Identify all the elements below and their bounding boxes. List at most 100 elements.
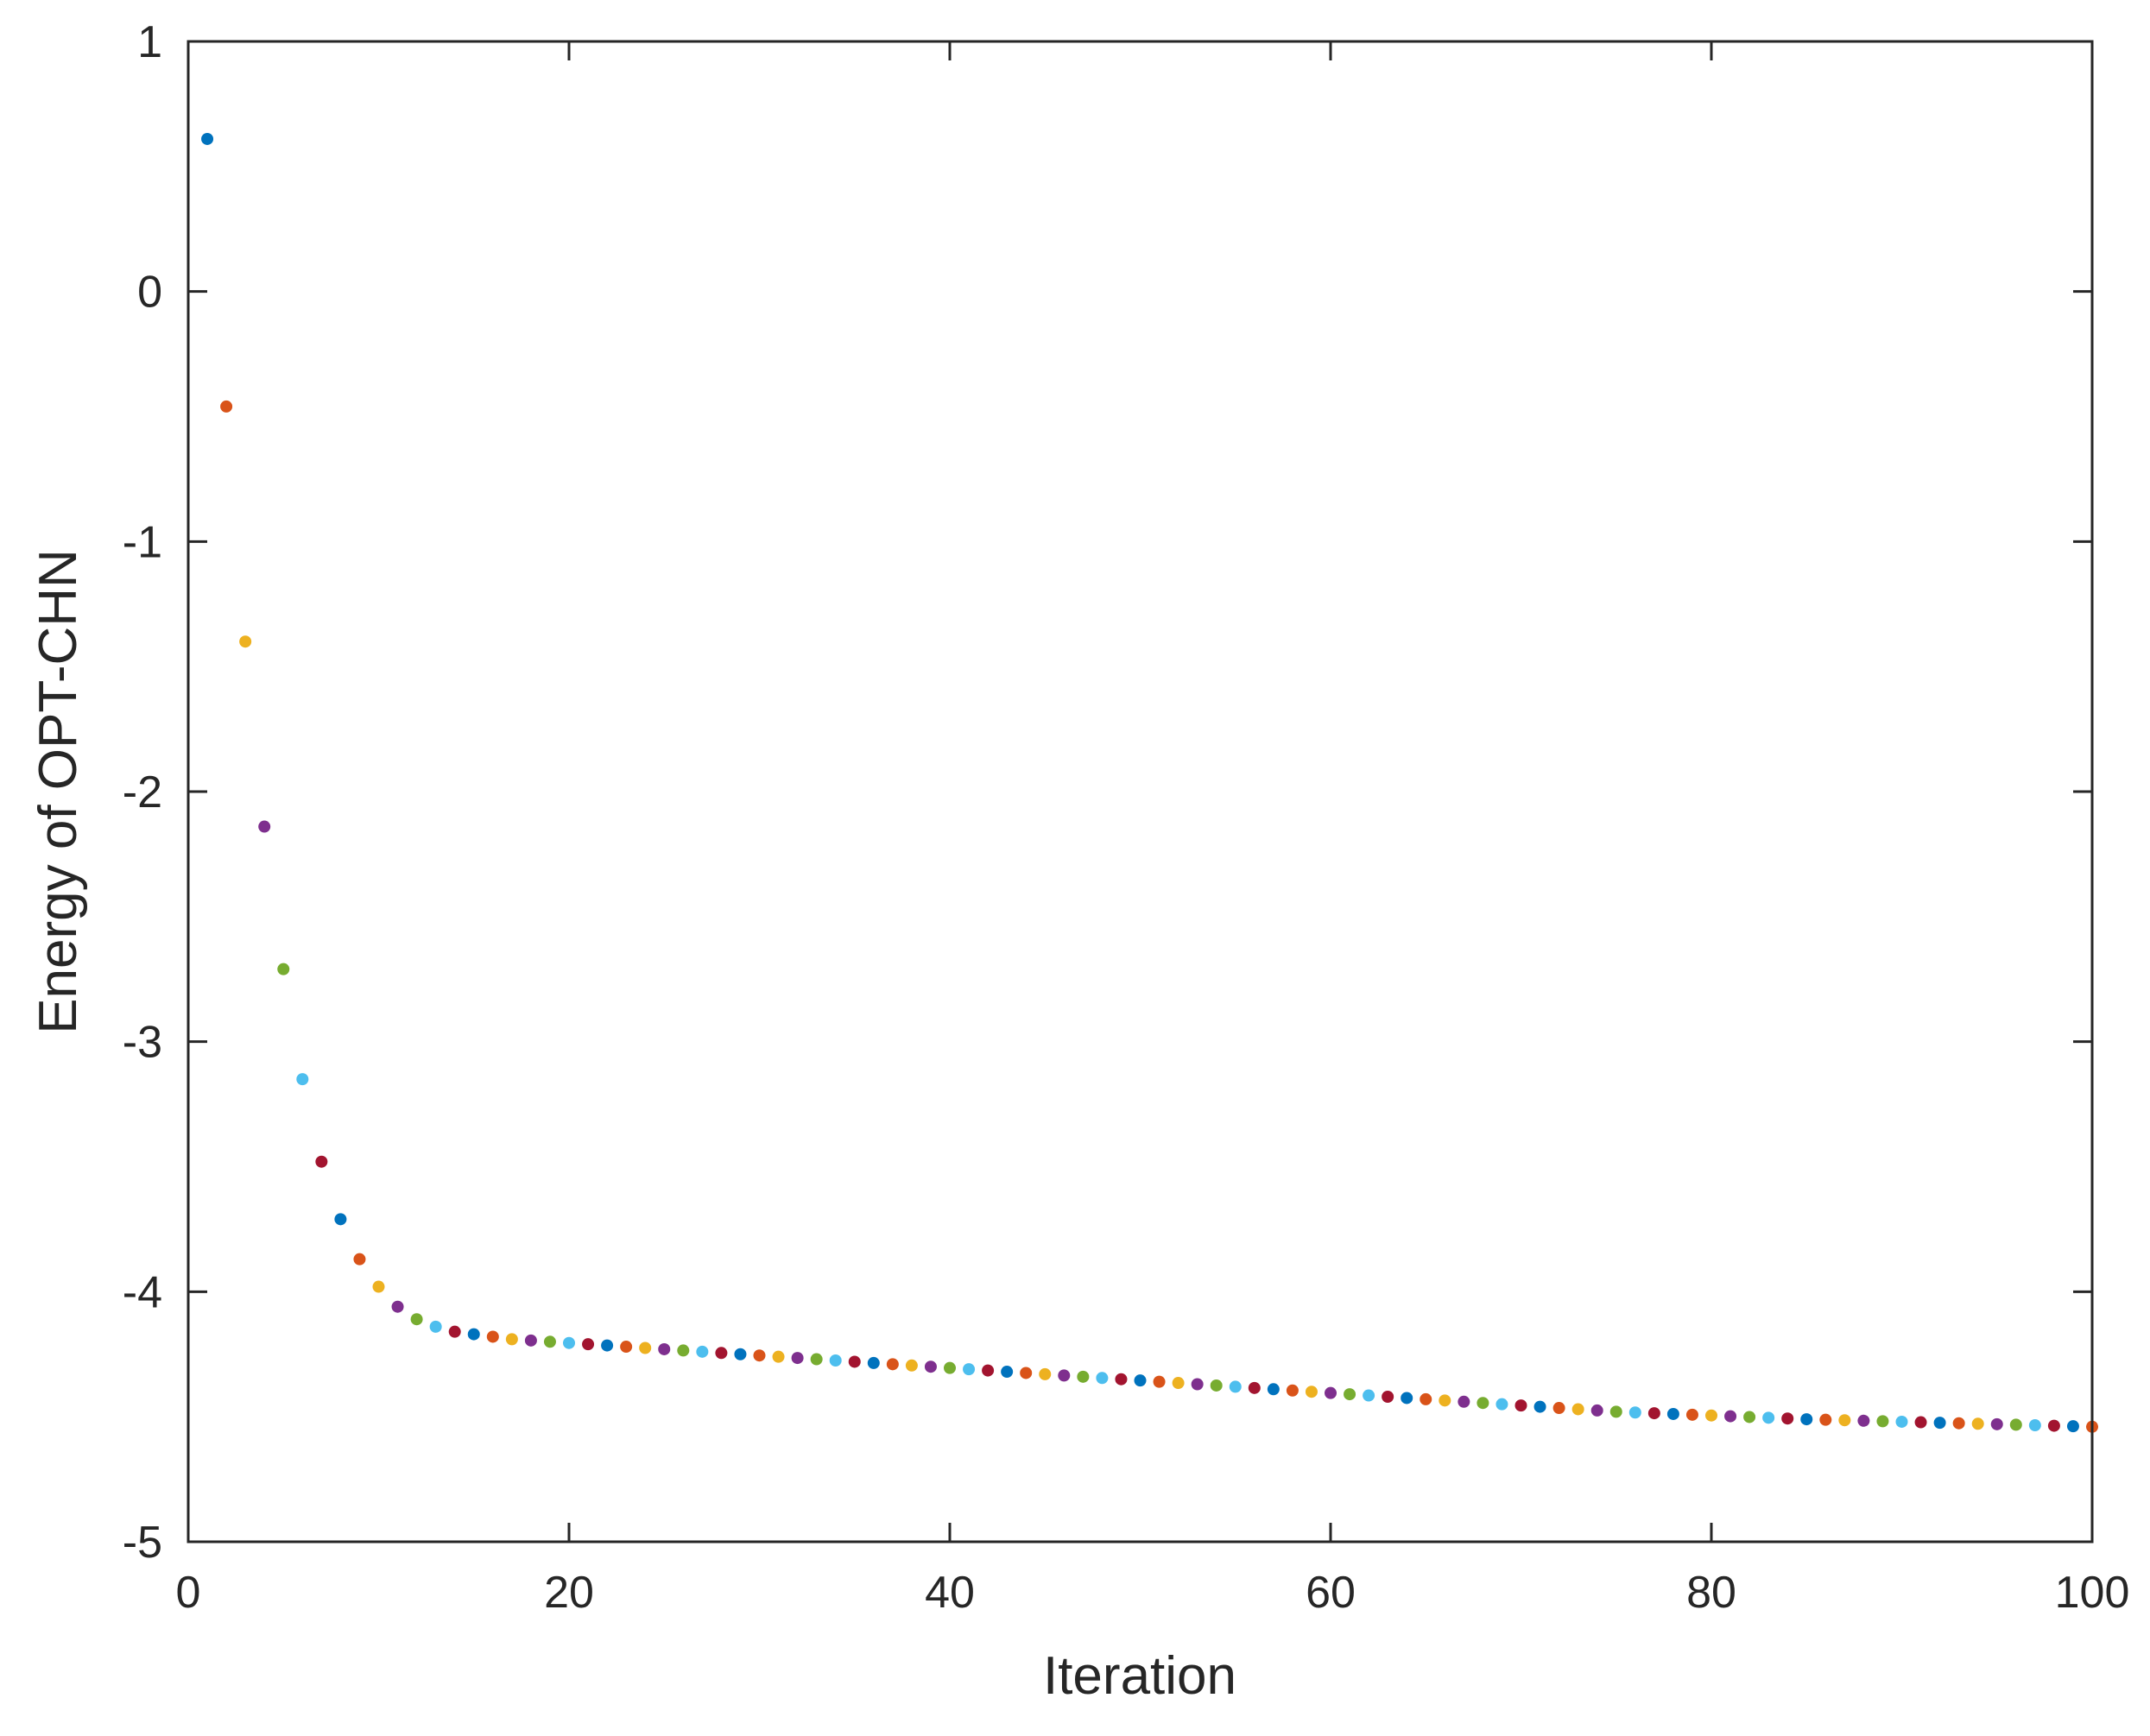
data-point xyxy=(1305,1386,1318,1398)
data-point xyxy=(1685,1408,1698,1421)
data-point xyxy=(1477,1397,1489,1410)
data-point xyxy=(277,963,290,975)
data-point xyxy=(2009,1418,2022,1431)
data-point xyxy=(1191,1378,1204,1391)
data-point xyxy=(505,1333,518,1346)
data-point xyxy=(1458,1395,1470,1408)
data-point xyxy=(1325,1386,1337,1399)
data-point xyxy=(1914,1416,1927,1429)
data-point xyxy=(1762,1411,1775,1424)
data-point xyxy=(353,1253,366,1266)
y-tick-label: -2 xyxy=(123,767,162,817)
data-point xyxy=(963,1363,976,1376)
data-point xyxy=(1666,1407,1679,1420)
y-tick-label: -5 xyxy=(123,1518,162,1568)
data-point xyxy=(1058,1369,1071,1382)
data-point xyxy=(448,1325,461,1338)
data-point xyxy=(620,1341,633,1354)
data-point xyxy=(1439,1394,1451,1407)
data-point xyxy=(1628,1406,1641,1419)
data-point xyxy=(601,1339,614,1352)
data-point xyxy=(677,1344,690,1357)
data-point xyxy=(524,1334,537,1347)
data-point xyxy=(1819,1413,1832,1426)
data-point xyxy=(1800,1413,1813,1426)
data-point xyxy=(220,400,233,413)
data-point xyxy=(1724,1410,1737,1423)
x-tick-label: 80 xyxy=(1686,1568,1736,1618)
data-point xyxy=(944,1361,956,1374)
data-point xyxy=(391,1300,404,1313)
data-point xyxy=(1039,1367,1052,1380)
data-point xyxy=(848,1355,861,1368)
data-point xyxy=(239,635,252,648)
data-point xyxy=(296,1073,309,1086)
data-point xyxy=(1647,1407,1660,1420)
data-point xyxy=(696,1345,709,1358)
data-point xyxy=(791,1352,804,1365)
data-point xyxy=(810,1353,823,1366)
data-point xyxy=(1210,1379,1223,1392)
data-point xyxy=(1229,1380,1242,1393)
data-point xyxy=(201,132,214,145)
data-point xyxy=(372,1280,385,1293)
data-point xyxy=(486,1330,499,1343)
data-point xyxy=(886,1358,899,1371)
data-point xyxy=(753,1349,766,1362)
data-point xyxy=(1705,1409,1717,1422)
plot-frame xyxy=(187,40,2094,1543)
data-point xyxy=(1590,1404,1603,1417)
x-tick-label: 20 xyxy=(544,1568,594,1618)
data-point xyxy=(1344,1388,1356,1401)
data-point xyxy=(1286,1384,1299,1397)
data-point xyxy=(563,1336,575,1349)
data-point xyxy=(1876,1415,1889,1428)
data-point xyxy=(829,1354,842,1367)
x-tick-label: 60 xyxy=(1306,1568,1356,1618)
data-point xyxy=(258,820,271,833)
y-tick-label: 0 xyxy=(137,268,162,318)
y-tick-label: -1 xyxy=(123,517,162,567)
data-point xyxy=(1172,1377,1185,1390)
data-point xyxy=(1552,1402,1565,1415)
data-point xyxy=(1401,1392,1413,1405)
data-point xyxy=(867,1356,880,1369)
data-point xyxy=(772,1350,785,1363)
x-tick-label: 0 xyxy=(176,1568,201,1618)
data-point xyxy=(1153,1375,1166,1388)
data-point xyxy=(1609,1405,1622,1418)
x-tick-label: 100 xyxy=(2055,1568,2130,1618)
axis-ticks: 0 20 40 60 80 100 -5 -4 -3 -2 -1 0 1 xyxy=(123,17,2130,1618)
data-point xyxy=(543,1335,556,1348)
data-point xyxy=(1971,1417,1984,1430)
data-point xyxy=(1990,1417,2003,1430)
data-point xyxy=(1363,1389,1375,1402)
y-tick-label: -4 xyxy=(123,1267,162,1317)
data-point xyxy=(734,1348,747,1360)
data-point xyxy=(1248,1381,1261,1394)
data-point xyxy=(315,1155,328,1168)
data-point xyxy=(429,1320,442,1333)
data-point xyxy=(982,1364,995,1377)
data-point xyxy=(2066,1420,2079,1433)
data-point xyxy=(1001,1366,1014,1379)
data-point xyxy=(1571,1403,1584,1416)
data-point xyxy=(1020,1367,1033,1379)
x-tick-label: 40 xyxy=(925,1568,975,1618)
data-point xyxy=(1096,1372,1109,1385)
data-point xyxy=(1496,1398,1508,1411)
data-point xyxy=(1420,1392,1432,1405)
data-point xyxy=(2047,1419,2060,1432)
y-tick-label: 1 xyxy=(137,17,162,67)
data-point xyxy=(924,1360,937,1373)
data-point xyxy=(2028,1419,2041,1432)
data-point xyxy=(1077,1370,1090,1383)
data-point xyxy=(410,1313,423,1326)
data-point xyxy=(334,1213,347,1226)
data-point xyxy=(1533,1400,1546,1413)
plot-area-background xyxy=(188,41,2092,1542)
data-point xyxy=(1952,1417,1965,1430)
data-point xyxy=(1267,1383,1280,1396)
data-point xyxy=(1857,1414,1870,1427)
